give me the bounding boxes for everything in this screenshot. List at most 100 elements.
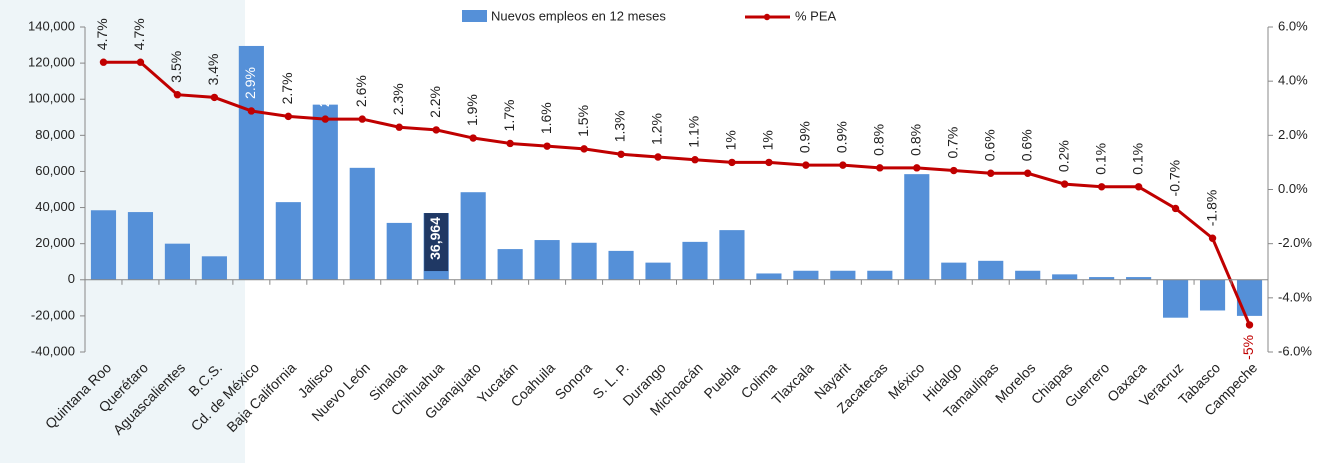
line-value-label: 0.2% xyxy=(1055,140,1071,172)
bar xyxy=(164,243,190,280)
x-tick-label: Puebla xyxy=(701,359,743,401)
bar xyxy=(312,104,338,280)
line-marker xyxy=(1060,180,1069,188)
bar xyxy=(719,230,745,280)
bar xyxy=(978,260,1004,280)
y-tick-label: 20,000 xyxy=(35,235,75,250)
y2-tick-label: 4.0% xyxy=(1278,73,1308,88)
bar xyxy=(682,241,708,280)
bar xyxy=(1236,279,1263,316)
line-value-label: 0.6% xyxy=(981,129,997,161)
line-marker xyxy=(469,134,477,142)
line-value-label: -0.7% xyxy=(1166,160,1182,197)
y-tick-label: 0 xyxy=(68,271,75,286)
line-value-label: 1.5% xyxy=(575,105,591,137)
line-marker xyxy=(691,156,699,164)
y-tick-label: 120,000 xyxy=(28,55,75,70)
y2-tick-label: -6.0% xyxy=(1278,343,1312,358)
line-marker xyxy=(1024,169,1032,177)
line-marker xyxy=(839,161,847,169)
line-value-label: 1% xyxy=(723,130,739,150)
line-value-label: 0.1% xyxy=(1129,143,1145,175)
y-tick-label: 40,000 xyxy=(35,199,75,214)
line-value-label: 4.7% xyxy=(94,18,110,50)
line-value-label: 2.3% xyxy=(390,83,406,115)
bar xyxy=(608,250,634,280)
y-tick-label: 80,000 xyxy=(35,127,75,142)
line-marker xyxy=(506,139,514,148)
line-value-label: -5% xyxy=(1240,335,1256,360)
line-value-label: 3.5% xyxy=(168,51,184,83)
line-value-label: 0.8% xyxy=(871,124,887,156)
line-marker xyxy=(395,123,403,131)
x-tick-label: Sonora xyxy=(552,359,595,402)
y2-tick-label: -4.0% xyxy=(1278,289,1312,304)
bar xyxy=(460,192,486,280)
line-marker xyxy=(765,158,773,167)
line-marker xyxy=(99,58,108,66)
line-marker xyxy=(136,58,145,66)
line-value-label: 2.6% xyxy=(316,75,332,107)
bar xyxy=(349,167,375,280)
bar xyxy=(904,174,930,280)
line-marker xyxy=(543,142,551,150)
line-marker xyxy=(876,164,884,172)
line-value-label: 2.6% xyxy=(353,75,369,107)
line-marker xyxy=(358,115,366,123)
bar xyxy=(238,45,264,280)
y-tick-label: 100,000 xyxy=(28,91,75,106)
bar xyxy=(275,202,301,280)
bar xyxy=(830,270,856,280)
line-marker xyxy=(210,93,219,102)
line-marker xyxy=(1245,321,1254,329)
line-value-label: 2.9% xyxy=(242,67,258,99)
bar xyxy=(386,222,412,280)
y2-tick-label: 6.0% xyxy=(1278,18,1308,33)
highlight-band xyxy=(0,0,245,463)
x-tick-label: Tlaxcala xyxy=(768,359,816,407)
line-marker xyxy=(654,153,662,161)
bar-value-label: 36,964 xyxy=(427,217,443,260)
line-marker xyxy=(1097,183,1106,191)
line-marker xyxy=(728,158,736,167)
y-tick-label: -40,000 xyxy=(31,343,75,358)
line-value-label: 3.4% xyxy=(205,53,221,85)
line-value-label: 1.9% xyxy=(464,94,480,126)
line-value-label: 0.1% xyxy=(1092,143,1108,175)
line-value-label: 1.7% xyxy=(501,100,517,132)
bar xyxy=(497,249,523,280)
line-value-label: 1.1% xyxy=(686,116,702,148)
line xyxy=(103,60,1251,326)
bar xyxy=(793,270,819,280)
line-marker xyxy=(1134,183,1143,191)
line-marker xyxy=(580,145,588,153)
bar xyxy=(201,256,227,280)
line-value-label: -1.8% xyxy=(1203,190,1219,227)
y-tick-label: -20,000 xyxy=(31,307,75,322)
line-value-label: 1.2% xyxy=(649,113,665,145)
line-marker xyxy=(913,164,921,172)
legend-swatch xyxy=(462,10,487,22)
line-marker xyxy=(432,126,440,134)
legend-label: % PEA xyxy=(795,8,837,23)
line-marker xyxy=(173,91,182,99)
line-value-label: 0.9% xyxy=(797,121,813,153)
legend-label: Nuevos empleos en 12 meses xyxy=(491,8,666,23)
line-value-label: 0.6% xyxy=(1018,129,1034,161)
bar xyxy=(867,270,893,280)
bar xyxy=(90,210,117,280)
line-value-label: 0.9% xyxy=(834,121,850,153)
y-tick-label: 60,000 xyxy=(35,163,75,178)
bar xyxy=(1199,279,1226,311)
line-value-label: 4.7% xyxy=(131,18,147,50)
bar xyxy=(1089,277,1115,280)
value-label-bg xyxy=(424,213,449,272)
line-marker xyxy=(802,161,810,169)
legend-swatch xyxy=(763,13,771,21)
y-tick-label: 140,000 xyxy=(28,18,75,33)
y2-tick-label: 2.0% xyxy=(1278,127,1308,142)
line-marker xyxy=(247,107,256,115)
bar xyxy=(645,262,671,280)
line-value-label: 1.3% xyxy=(612,110,628,142)
